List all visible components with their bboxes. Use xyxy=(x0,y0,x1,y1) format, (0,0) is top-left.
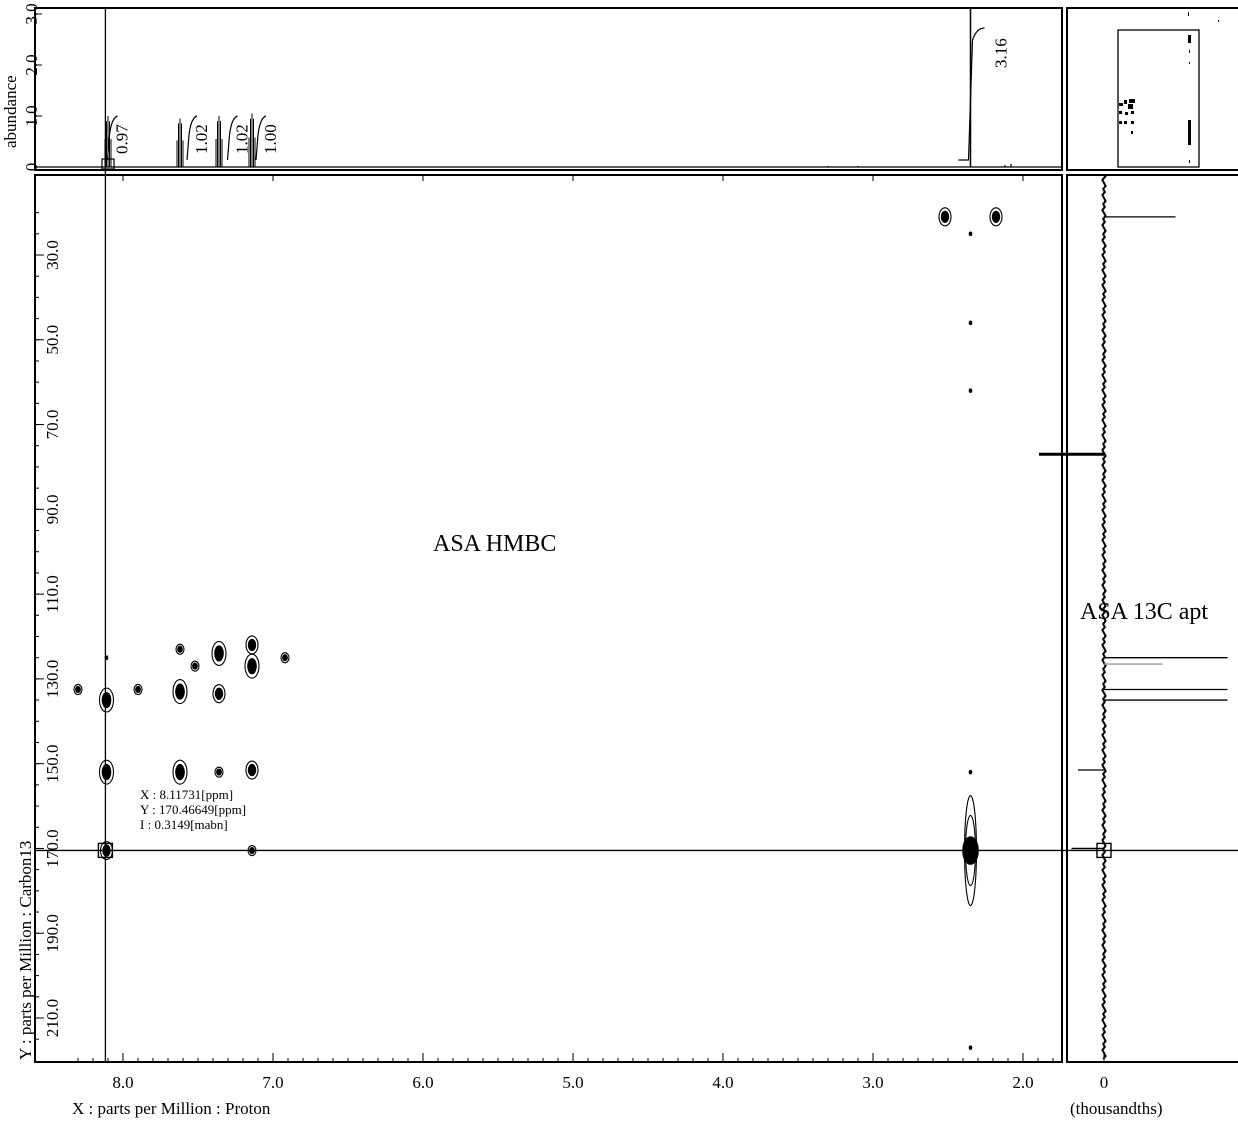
x-tick-label: 5.0 xyxy=(562,1073,583,1092)
correlation-peak xyxy=(73,683,83,696)
correlation-peak xyxy=(212,684,226,704)
top-y-tick-label: 3.0 xyxy=(22,3,41,24)
integral-curve xyxy=(958,27,985,161)
cursor-box-top xyxy=(101,158,115,170)
y-tick-label: 50.0 xyxy=(43,325,62,355)
correlation-peak xyxy=(247,763,257,777)
correlation-peak xyxy=(135,685,141,694)
correlation-peak xyxy=(98,687,115,713)
correlation-peak xyxy=(245,760,259,780)
cursor-readout: X : 8.11731[ppm] Y : 170.46649[ppm] I : … xyxy=(140,787,246,832)
axis-ticks xyxy=(35,13,1105,1062)
x-tick-label: 6.0 xyxy=(412,1073,433,1092)
correlation-peak xyxy=(190,660,200,672)
side-spectrum-label: ASA 13C apt xyxy=(1080,599,1208,625)
x-tick-label: 7.0 xyxy=(262,1073,283,1092)
correlation-peak xyxy=(214,687,224,700)
top-y-tick-label: 2.0 xyxy=(22,54,41,75)
integral-label: 1.00 xyxy=(261,124,280,154)
correlation-peak xyxy=(133,683,143,696)
correlation-peak xyxy=(968,320,973,326)
correlation-peak xyxy=(968,231,973,237)
tick-labels: 8.0 7.0 6.0 5.0 4.0 3.0 2.0 30.0 50.0 70.0 90.0 110… xyxy=(22,3,1108,1092)
correlation-peak xyxy=(177,645,183,653)
correlation-peak xyxy=(75,685,81,694)
correlation-peak xyxy=(172,759,188,785)
y-tick-label: 70.0 xyxy=(43,410,62,440)
correlation-peak xyxy=(172,679,188,705)
correlation-peak xyxy=(940,210,950,223)
integral-curve xyxy=(106,115,118,161)
correlation-peak xyxy=(938,207,952,227)
top-right-thumbnail-panel xyxy=(1066,7,1238,171)
correlation-peak xyxy=(175,764,185,781)
integral-label: 3.16 xyxy=(992,38,1011,68)
correlation-peak xyxy=(216,768,222,776)
y-tick-label: 150.0 xyxy=(43,745,62,783)
experiment-label: ASA HMBC xyxy=(433,531,556,557)
x-tick-label: 2.0 xyxy=(1012,1073,1033,1092)
correlation-peak xyxy=(98,759,115,785)
y-tick-label: 210.0 xyxy=(43,999,62,1037)
integral-label: 1.02 xyxy=(233,124,252,154)
correlation-peak xyxy=(989,207,1003,227)
correlation-peak xyxy=(247,658,257,675)
top-proton-panel xyxy=(34,7,1063,171)
y-tick-label: 190.0 xyxy=(43,914,62,952)
y-tick-label: 130.0 xyxy=(43,660,62,698)
integral-curve xyxy=(186,115,198,161)
overview-thumbnail xyxy=(1117,12,1219,168)
crosshair-cursor[interactable] xyxy=(35,8,1238,1062)
correlation-peak xyxy=(175,643,185,655)
y-axis-label: Y : parts per Million : Carbon13 xyxy=(16,841,35,1060)
correlation-peak xyxy=(101,691,112,709)
correlation-peak xyxy=(280,652,290,664)
correlation-peak xyxy=(991,210,1001,223)
correlation-peak xyxy=(211,640,227,667)
correlation-peak xyxy=(214,645,224,662)
y-tick-label: 110.0 xyxy=(43,575,62,613)
top-y-axis-label: abundance xyxy=(1,75,20,148)
correlation-peak xyxy=(968,388,973,393)
x-axis-label: X : parts per Million : Proton xyxy=(72,1099,271,1118)
integral-curves: 0.97 1.02 1.02 1.00 3.16 xyxy=(101,27,1011,170)
x-tick-label: 3.0 xyxy=(862,1073,883,1092)
correlation-peak xyxy=(247,638,257,652)
cursor-y-readout: Y : 170.46649[ppm] xyxy=(140,802,246,817)
cursor-x-readout: X : 8.11731[ppm] xyxy=(140,787,233,802)
x-tick-label: 4.0 xyxy=(712,1073,733,1092)
side-x-tick-label: 0 xyxy=(1100,1073,1109,1092)
correlation-peak xyxy=(175,683,185,700)
cursor-intensity-readout: I : 0.3149[mabn] xyxy=(140,817,228,832)
integral-label: 0.97 xyxy=(113,124,132,154)
integral-curve xyxy=(226,115,238,161)
y-tick-label: 170.0 xyxy=(43,829,62,867)
x-tick-label: 8.0 xyxy=(112,1073,133,1092)
correlation-peak xyxy=(214,766,224,778)
top-y-tick-label: 1.0 xyxy=(22,105,41,126)
proton-1d-spectrum xyxy=(35,8,1062,168)
y-tick-label: 30.0 xyxy=(43,240,62,270)
top-y-tick-label: 0 xyxy=(22,163,41,172)
side-x-axis-label: (thousandths) xyxy=(1070,1099,1163,1118)
integral-label: 1.02 xyxy=(192,124,211,154)
integral-curve xyxy=(255,115,267,161)
correlation-peak xyxy=(282,654,288,662)
correlation-peak xyxy=(968,769,973,775)
y-tick-label: 90.0 xyxy=(43,494,62,524)
hmbc-correlation-contours xyxy=(73,207,1003,1050)
cursor-box-main xyxy=(97,842,114,859)
main-2d-panel xyxy=(34,174,1063,1063)
correlation-peak xyxy=(244,653,260,679)
correlation-peak xyxy=(968,1045,973,1050)
side-carbon-panel xyxy=(1066,174,1238,1063)
correlation-peak xyxy=(192,662,198,670)
correlation-peak xyxy=(101,764,112,781)
cursor-box-side xyxy=(1096,842,1112,859)
carbon-1d-spectrum xyxy=(1039,176,1228,1060)
carbon-baseline xyxy=(1101,176,1107,1060)
